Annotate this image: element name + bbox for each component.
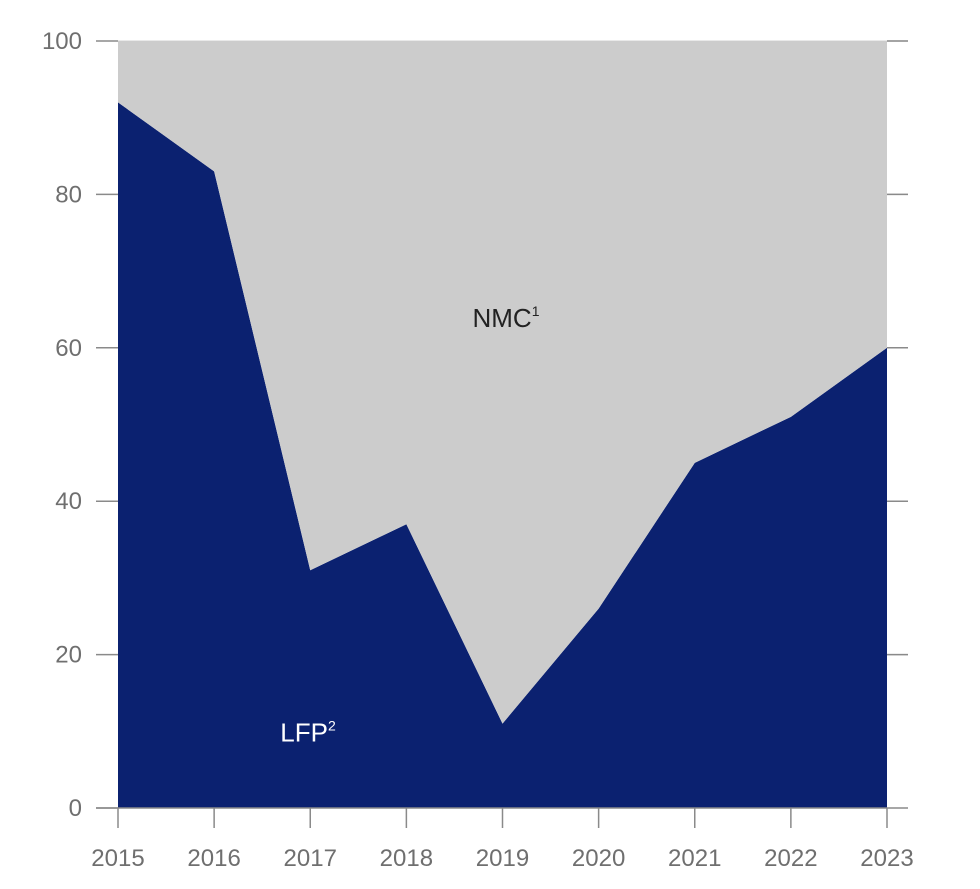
footnote-marker-lfp: 2: [328, 717, 336, 733]
series-label-nmc: NMC1: [473, 303, 540, 333]
x-tick-label-2021: 2021: [668, 845, 721, 872]
axes: 0 20 40 60 80 100 2015 2016 2017 2018 2019 2020 2021…: [42, 28, 914, 872]
y-tick-label-60: 60: [55, 335, 82, 362]
y-tick-label-40: 40: [55, 488, 82, 515]
plot-areas: [118, 41, 887, 809]
y-tick-label-20: 20: [55, 642, 82, 669]
x-tick-label-2023: 2023: [860, 845, 913, 872]
footnote-marker-nmc: 1: [532, 303, 540, 319]
x-tick-label-2019: 2019: [476, 845, 529, 872]
x-tick-label-2022: 2022: [764, 845, 817, 872]
area-nmc: [118, 41, 887, 724]
x-tick-label-2016: 2016: [187, 845, 240, 872]
series-label-lfp: LFP2: [280, 717, 336, 747]
x-tick-label-2018: 2018: [380, 845, 433, 872]
x-tick-label-2015: 2015: [91, 845, 144, 872]
x-tick-label-2020: 2020: [572, 845, 625, 872]
x-tick-label-2017: 2017: [284, 845, 337, 872]
y-tick-label-100: 100: [42, 28, 82, 55]
y-tick-label-0: 0: [69, 795, 82, 822]
y-tick-label-80: 80: [55, 181, 82, 208]
series-labels: LFP2 NMC1: [280, 303, 539, 747]
area-lfp: [118, 102, 887, 809]
